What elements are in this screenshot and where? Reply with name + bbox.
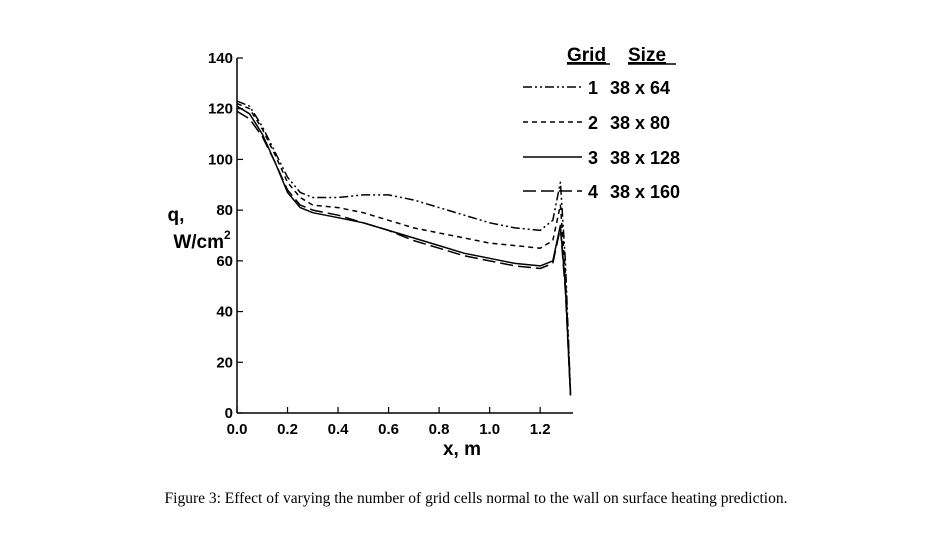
legend-header-size: Size bbox=[628, 45, 666, 66]
y-tick-label: 40 bbox=[216, 304, 233, 321]
legend-size-label: 38 x 64 bbox=[610, 78, 670, 98]
legend-grid-number: 1 bbox=[588, 78, 598, 98]
legend-size-label: 38 x 160 bbox=[610, 182, 680, 202]
series-line-3 bbox=[236, 105, 572, 396]
axes bbox=[236, 58, 573, 414]
series-line-4 bbox=[236, 110, 572, 396]
y-tick-label: 100 bbox=[208, 151, 233, 168]
legend-grid-number: 2 bbox=[588, 113, 598, 133]
y-tick-label: 0 bbox=[225, 405, 233, 422]
x-tick-label: 0.0 bbox=[227, 421, 248, 438]
x-tick-label: 1.0 bbox=[479, 421, 500, 438]
y-tick-label: 20 bbox=[216, 354, 233, 371]
legend-grid-number: 3 bbox=[588, 148, 598, 168]
legend-size-label: 38 x 128 bbox=[610, 148, 680, 168]
x-ticks: 0.0 0.2 0.4 0.6 0.8 1.0 1.2 bbox=[227, 407, 551, 438]
y-tick-label: 120 bbox=[208, 101, 233, 118]
series-line-2 bbox=[236, 102, 572, 393]
y-axis-title-line2: W/cm2 bbox=[173, 228, 231, 253]
x-tick-label: 0.4 bbox=[328, 421, 350, 438]
legend-header-grid: Grid bbox=[567, 45, 606, 66]
y-tick-label: 60 bbox=[216, 253, 233, 270]
legend-size-label: 38 x 80 bbox=[610, 113, 670, 133]
y-ticks: 0 20 40 60 80 100 120 140 bbox=[208, 50, 243, 422]
x-tick-label: 0.8 bbox=[429, 421, 450, 438]
series-line-1 bbox=[236, 100, 572, 393]
x-tick-label: 1.2 bbox=[530, 421, 551, 438]
legend: Grid Size 1 38 x 64 2 38 x 80 3 38 x 128 4 38 x 1… bbox=[523, 45, 680, 202]
figure-caption: Figure 3: Effect of varying the number o… bbox=[164, 490, 788, 507]
x-axis-title: x, m bbox=[443, 439, 481, 460]
x-tick-label: 0.6 bbox=[378, 421, 399, 438]
x-tick-label: 0.2 bbox=[277, 421, 298, 438]
y-tick-label: 80 bbox=[216, 202, 233, 219]
legend-grid-number: 4 bbox=[588, 182, 598, 202]
series-lines bbox=[236, 100, 572, 396]
y-tick-label: 140 bbox=[208, 50, 233, 67]
y-axis-title-line1: q, bbox=[168, 205, 185, 226]
